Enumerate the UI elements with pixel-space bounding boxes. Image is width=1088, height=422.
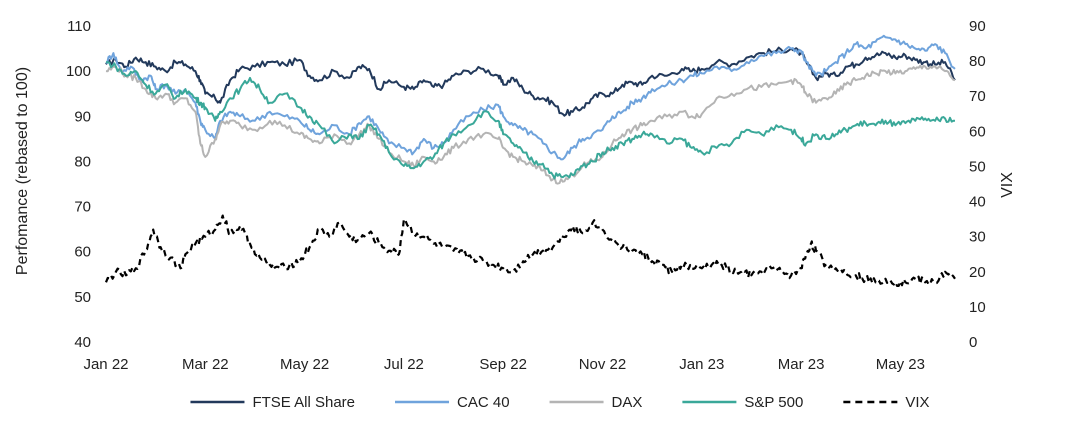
y2-tick-label: 20 <box>969 264 986 281</box>
legend-label: CAC 40 <box>457 394 510 411</box>
x-tick-label: Jan 22 <box>83 356 128 373</box>
y2-tick-label: 80 <box>969 53 986 70</box>
legend-label: S&P 500 <box>744 394 803 411</box>
right-axis: 0 10 20 30 40 50 60 70 80 90 <box>969 18 986 351</box>
plot-area <box>104 34 956 287</box>
y-tick-label: 50 <box>74 289 91 306</box>
legend-label: DAX <box>612 394 643 411</box>
y2-tick-label: 0 <box>969 334 977 351</box>
x-axis: Jan 22 Mar 22 May 22 Jul 22 Sep 22 Nov 22 Jan … <box>83 356 925 373</box>
x-tick-label: Jul 22 <box>384 356 424 373</box>
series-line <box>105 64 956 185</box>
x-tick-label: Nov 22 <box>579 356 627 373</box>
x-tick-label: Mar 22 <box>182 356 229 373</box>
y2-tick-label: 30 <box>969 229 986 246</box>
y2-tick-label: 10 <box>969 299 986 316</box>
legend-label: VIX <box>905 394 929 411</box>
left-axis: 40 50 60 70 80 90 100 110 <box>66 18 91 351</box>
y-tick-label: 80 <box>74 153 91 170</box>
legend-label: FTSE All Share <box>252 394 355 411</box>
y2-tick-label: 70 <box>969 88 986 105</box>
legend: FTSE All Share CAC 40 DAX S&P 500 VIX <box>190 394 930 411</box>
x-tick-label: Mar 23 <box>778 356 825 373</box>
y2-tick-label: 40 <box>969 194 986 211</box>
series-line <box>104 214 956 287</box>
x-tick-label: Jan 23 <box>679 356 724 373</box>
y2-tick-label: 50 <box>969 158 986 175</box>
x-tick-label: May 23 <box>876 356 925 373</box>
y2-axis-label: VIX <box>999 172 1016 198</box>
y2-tick-label: 60 <box>969 123 986 140</box>
x-tick-label: Sep 22 <box>479 356 527 373</box>
y-tick-label: 90 <box>74 108 91 125</box>
y-tick-label: 100 <box>66 63 91 80</box>
y-tick-label: 60 <box>74 244 91 261</box>
y2-tick-label: 90 <box>969 18 986 35</box>
y-tick-label: 40 <box>74 334 91 351</box>
y-axis-label: Perfomance (rebased to 100) <box>14 67 31 275</box>
y-tick-label: 110 <box>67 18 91 35</box>
series-line <box>105 61 955 180</box>
y-tick-label: 70 <box>74 199 91 216</box>
series-line <box>105 46 956 117</box>
x-tick-label: May 22 <box>280 356 329 373</box>
